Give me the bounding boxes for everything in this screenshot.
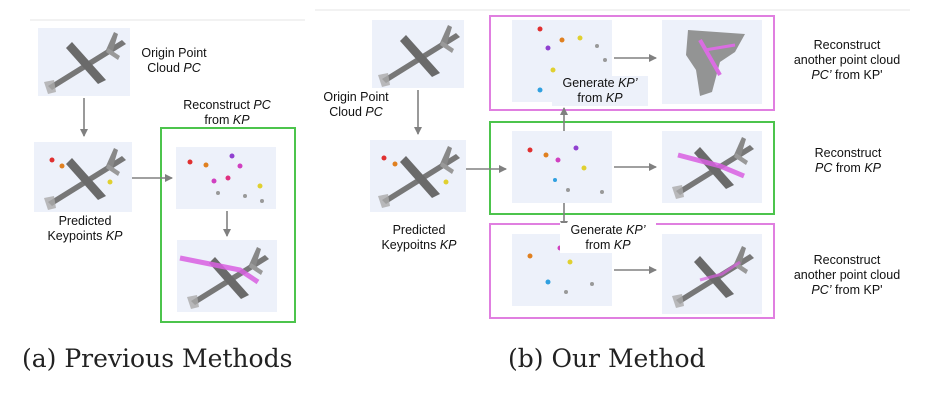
left-reconstruct-label: Reconstruct PC from KP	[172, 98, 282, 128]
right-generate-bottom-from-italic: KP	[613, 238, 631, 252]
right-recon-bottom-italic: PC’	[811, 283, 832, 297]
right-origin-line2: Cloud	[329, 105, 366, 119]
right-generate-top-from: from	[577, 91, 606, 105]
right-generate-top-line1: Generate	[562, 76, 619, 90]
left-predicted-line2: Keypoints	[47, 229, 106, 243]
left-reconstruct-line1: Reconstruct	[183, 98, 254, 112]
left-reconstruct-from: from	[204, 113, 233, 127]
right-predicted-italic: KP	[439, 238, 457, 252]
caption-previous-methods: (a) Previous Methods	[22, 344, 293, 373]
right-recon-another-bottom-label: Reconstruct another point cloud PC’ from…	[782, 253, 912, 298]
left-origin-line2: Cloud	[147, 61, 184, 75]
left-predicted-label: Predicted Keypoints KP	[40, 214, 130, 244]
right-recon-top-italic: PC’	[811, 68, 832, 82]
left-origin-line1: Origin Point	[141, 46, 207, 60]
left-reconstructed-airplane	[187, 247, 269, 309]
caption-our-method: (b) Our Method	[508, 344, 706, 373]
right-recon-bottom-line1: Reconstruct	[813, 253, 881, 267]
right-recon-middle-line1: Reconstruct	[814, 146, 882, 160]
right-predicted-line1: Predicted	[392, 223, 446, 237]
right-middle-green-frame	[489, 121, 775, 215]
right-origin-label: Origin Point Cloud PC	[316, 90, 396, 120]
right-top-magenta-frame	[489, 15, 775, 111]
left-predicted-line1: Predicted	[58, 214, 112, 228]
right-recon-top-line2: another point cloud	[793, 53, 901, 67]
right-middle-reconstructed-airplane	[672, 137, 754, 199]
right-recon-middle-label: Reconstruct PC from KP	[800, 146, 896, 176]
left-origin-italic: PC	[183, 61, 201, 75]
right-recon-bottom-line2: another point cloud	[793, 268, 901, 282]
right-recon-another-top-label: Reconstruct another point cloud PC’ from…	[782, 38, 912, 83]
right-origin-airplane	[378, 25, 460, 87]
right-origin-line1: Origin Point	[323, 90, 389, 104]
left-predicted-airplane	[44, 148, 126, 210]
right-predicted-airplane	[378, 146, 460, 208]
right-origin-italic: PC	[365, 105, 383, 119]
right-recon-top-from: from KP'	[831, 68, 883, 82]
left-origin-label: Origin Point Cloud PC	[134, 46, 214, 76]
right-generate-top-from-italic: KP	[605, 91, 623, 105]
right-predicted-line2: Keypoitns	[381, 238, 440, 252]
right-recon-middle-from-italic: KP	[864, 161, 881, 175]
left-origin-airplane	[44, 32, 126, 94]
right-recon-top-line1: Reconstruct	[813, 38, 881, 52]
right-generate-bottom-from: from	[585, 238, 614, 252]
right-generate-bottom-label: Generate KP’ from KP	[560, 223, 656, 253]
right-generate-bottom-italic: KP’	[626, 223, 646, 237]
right-recon-middle-from: from	[832, 161, 865, 175]
right-generate-top-italic: KP’	[618, 76, 638, 90]
right-recon-middle-italic: PC	[814, 161, 833, 175]
right-generate-top-label: Generate KP’ from KP	[552, 76, 648, 106]
right-top-reconstructed-shape	[686, 30, 745, 96]
right-generate-bottom-line1: Generate	[570, 223, 627, 237]
right-predicted-label: Predicted Keypoitns KP	[364, 223, 474, 253]
right-recon-bottom-from: from KP'	[831, 283, 883, 297]
left-predicted-italic: KP	[105, 229, 123, 243]
left-reconstruct-italic: PC	[253, 98, 271, 112]
right-middle-keypoints-image	[512, 131, 612, 203]
left-reconstruct-green-frame	[160, 127, 296, 323]
left-reconstruct-from-italic: KP	[232, 113, 250, 127]
